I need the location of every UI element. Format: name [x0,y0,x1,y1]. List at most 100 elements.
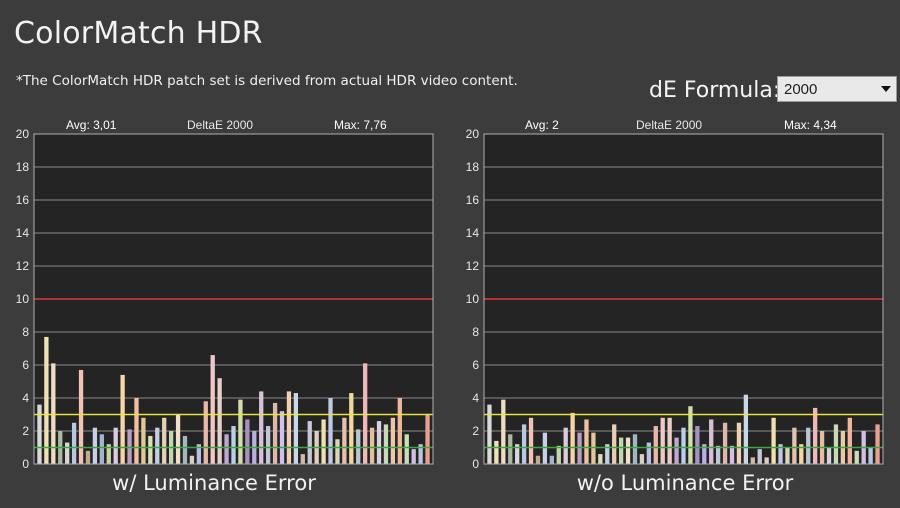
bar [799,444,804,464]
bar [702,444,707,464]
bar [612,424,617,464]
chart-title: DeltaE 2000 [636,118,703,132]
y-tick-label: 20 [466,127,480,141]
bar [826,447,832,464]
bar [356,429,361,464]
bar [78,369,84,464]
bar [189,455,195,464]
y-tick-label: 20 [16,127,30,141]
bar [875,424,880,464]
avg-label: Avg: 2 [525,118,559,132]
bar [528,417,534,464]
bar [667,417,672,464]
bar [404,434,409,464]
y-tick-label: 2 [472,424,479,438]
de-formula-label: dE Formula: [649,78,781,103]
de-formula-value: 2000 [784,81,818,98]
bar [266,426,271,464]
y-tick-label: 16 [466,193,480,207]
y-tick-label: 12 [16,259,30,273]
bar [487,404,492,464]
bar [681,427,686,464]
chart-without-luminance: 0 2 4 6 8 10 12 14 16 18 20 Avg: 2 DeltaE 2000 Max… [450,118,890,508]
bar [521,424,527,464]
bar [217,378,222,464]
chart-with-luminance: 0 2 4 6 8 10 12 14 16 18 20 Avg: 3,01 DeltaE 2000 … [0,118,440,508]
patch-set-note: *The ColorMatch HDR patch set is derived… [16,73,518,89]
bar [494,440,499,464]
bar [196,444,201,464]
y-tick-label: 8 [22,325,29,339]
bar [556,445,561,464]
bar [625,437,631,464]
bar [113,427,118,464]
max-label: Max: 7,76 [334,118,387,132]
bar [542,432,548,464]
bar [363,363,368,464]
bar [376,421,382,464]
bar [162,417,167,464]
y-tick-label: 4 [472,391,479,405]
bar [51,363,56,464]
y-tick-label: 18 [466,160,480,174]
bar [155,427,160,464]
bar [321,419,326,464]
bar [99,434,104,464]
bar [328,398,333,464]
y-tick-label: 16 [16,193,30,207]
bar [854,450,859,464]
y-tick-label: 8 [472,325,479,339]
bar [272,402,278,464]
bar [120,374,125,464]
bar [847,417,852,464]
chevron-down-icon[interactable] [881,86,891,92]
bar [806,427,811,464]
bar [182,435,188,464]
bar [245,419,250,464]
avg-label: Avg: 3,01 [66,118,117,132]
bar [335,439,340,464]
bar [44,336,49,464]
bar [279,411,285,464]
bar [736,422,742,464]
bar [570,412,575,464]
bar [674,437,679,464]
bar [729,445,735,464]
bar [577,432,582,464]
bar [743,394,749,464]
de-formula-select[interactable]: 2000 [777,76,897,102]
y-tick-label: 12 [466,259,480,273]
bar [771,417,776,464]
bar [369,427,375,464]
bar [722,422,728,464]
bar [397,398,402,464]
bar [501,399,506,464]
bar [175,414,181,464]
bar [148,435,153,464]
max-label: Max: 4,34 [784,118,837,132]
bar [515,444,520,464]
bar [757,449,762,464]
bar [868,447,873,464]
y-tick-label: 18 [16,160,30,174]
y-tick-label: 0 [22,457,29,471]
page-title: ColorMatch HDR [14,16,263,51]
y-tick-label: 4 [22,391,29,405]
bar [141,417,146,464]
bar [134,398,139,464]
bar [411,449,416,464]
bar [605,444,610,464]
bar [37,404,42,464]
x-axis-label: w/o Luminance Error [576,471,794,495]
bar [549,455,554,464]
bar [85,450,91,464]
bar [646,442,651,464]
bar [224,434,229,464]
x-axis-label: w/ Luminance Error [112,471,316,495]
bar [425,414,430,464]
bar [716,445,721,464]
bar [833,424,839,464]
bar [653,426,658,464]
bar [639,454,645,464]
bar [390,417,396,464]
